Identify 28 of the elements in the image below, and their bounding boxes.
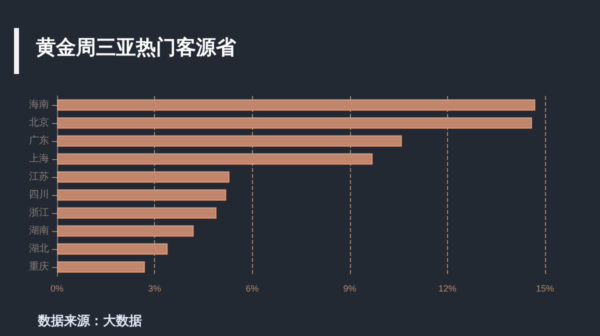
chart-title: 黄金周三亚热门客源省: [36, 34, 236, 61]
y-tick-label: 海南: [29, 98, 49, 110]
x-tick-label: 6%: [246, 284, 259, 294]
bar: [57, 261, 145, 273]
y-tick-label: 广东: [29, 134, 49, 146]
y-tick-label: 湖北: [29, 242, 49, 254]
x-tick-label: 3%: [148, 284, 162, 294]
y-tick-label: 浙江: [29, 206, 49, 218]
bar: [57, 207, 216, 219]
bar: [57, 243, 168, 255]
source-note: 数据来源：大数据: [38, 313, 142, 330]
bar: [57, 99, 536, 111]
bar: [57, 153, 373, 165]
x-tick-label: 0%: [50, 284, 64, 294]
bar: [57, 117, 532, 129]
y-tick-label: 重庆: [29, 260, 49, 272]
y-tick-label: 四川: [29, 188, 49, 200]
bar: [57, 189, 226, 201]
y-tick-label: 北京: [29, 116, 49, 128]
y-tick-label: 湖南: [29, 224, 49, 236]
x-tick-label: 15%: [536, 284, 554, 294]
y-tick-label: 江苏: [29, 170, 49, 182]
bar: [57, 135, 402, 147]
x-tick-label: 12%: [438, 284, 456, 294]
bar: [57, 171, 230, 183]
y-tick-label: 上海: [29, 152, 49, 164]
bar: [57, 225, 194, 237]
x-tick-label: 9%: [343, 284, 356, 294]
